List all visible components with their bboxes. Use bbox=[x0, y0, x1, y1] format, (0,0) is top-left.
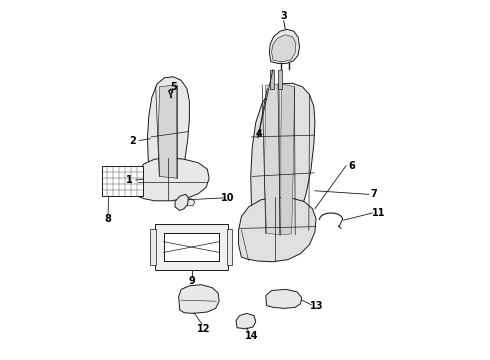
Bar bbox=[150, 229, 156, 265]
Text: 9: 9 bbox=[189, 276, 196, 286]
Text: 11: 11 bbox=[371, 208, 385, 218]
Text: 10: 10 bbox=[221, 193, 235, 203]
Polygon shape bbox=[136, 158, 209, 201]
Polygon shape bbox=[266, 289, 302, 309]
Polygon shape bbox=[158, 85, 177, 178]
Text: 8: 8 bbox=[104, 214, 111, 224]
Text: 1: 1 bbox=[126, 175, 133, 185]
Text: 6: 6 bbox=[348, 161, 355, 171]
Text: 14: 14 bbox=[245, 331, 259, 341]
Polygon shape bbox=[265, 84, 279, 235]
Polygon shape bbox=[278, 69, 282, 89]
Text: 3: 3 bbox=[280, 11, 287, 21]
Bar bbox=[164, 233, 219, 261]
Polygon shape bbox=[184, 199, 195, 206]
Polygon shape bbox=[270, 30, 299, 63]
Text: 12: 12 bbox=[197, 324, 211, 334]
Polygon shape bbox=[281, 84, 294, 235]
Bar bbox=[155, 224, 228, 270]
Polygon shape bbox=[271, 35, 296, 62]
Polygon shape bbox=[236, 314, 256, 329]
Text: 5: 5 bbox=[171, 82, 177, 93]
Polygon shape bbox=[147, 77, 190, 184]
Polygon shape bbox=[175, 194, 188, 211]
Polygon shape bbox=[239, 197, 316, 262]
Bar bbox=[101, 166, 143, 196]
Text: 13: 13 bbox=[310, 301, 323, 311]
Polygon shape bbox=[251, 83, 315, 235]
Text: 2: 2 bbox=[130, 136, 137, 145]
Bar bbox=[227, 229, 232, 265]
Text: 7: 7 bbox=[370, 189, 377, 199]
Text: 4: 4 bbox=[256, 129, 263, 139]
Polygon shape bbox=[270, 69, 274, 89]
Polygon shape bbox=[179, 285, 219, 314]
